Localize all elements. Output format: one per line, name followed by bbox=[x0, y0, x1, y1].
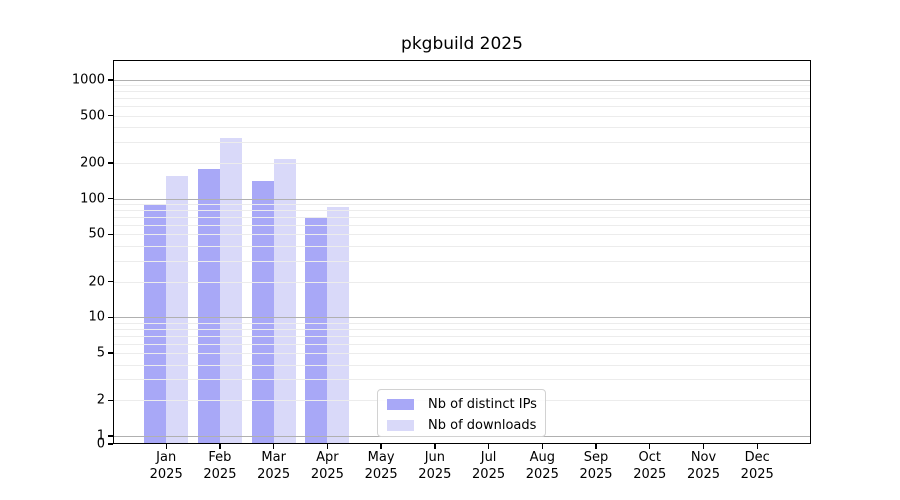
y-tick-mark bbox=[108, 316, 113, 318]
x-tick-mark bbox=[326, 444, 329, 449]
x-tick-label: Aug 2025 bbox=[525, 450, 559, 482]
minor-gridline bbox=[113, 210, 811, 212]
x-tick-mark bbox=[649, 444, 651, 449]
bar-nb-of-downloads-jan bbox=[166, 176, 189, 444]
minor-gridline bbox=[113, 364, 811, 366]
x-tick-label: Mar 2025 bbox=[257, 450, 291, 482]
y-tick-mark bbox=[108, 280, 113, 283]
y-tick-mark bbox=[108, 197, 113, 200]
x-tick-label: Oct 2025 bbox=[633, 450, 667, 482]
minor-gridline bbox=[113, 106, 811, 108]
minor-gridline bbox=[113, 141, 811, 143]
x-tick-mark bbox=[487, 444, 490, 449]
major-gridline bbox=[113, 317, 811, 319]
minor-gridline bbox=[113, 379, 811, 381]
x-tick-mark bbox=[756, 444, 758, 449]
y-tick-mark bbox=[108, 399, 113, 401]
x-tick-mark bbox=[272, 444, 275, 449]
minor-gridline bbox=[113, 234, 811, 236]
x-tick-label: Feb 2025 bbox=[203, 450, 237, 482]
minor-gridline bbox=[113, 343, 811, 345]
major-gridline bbox=[113, 79, 811, 81]
y-tick-label: 500 bbox=[80, 108, 105, 124]
x-tick-label: Sep 2025 bbox=[579, 450, 613, 482]
x-tick-mark bbox=[541, 444, 543, 449]
minor-gridline bbox=[113, 127, 811, 129]
minor-gridline bbox=[113, 335, 811, 337]
y-tick-label: 0 bbox=[96, 436, 105, 452]
y-tick-mark bbox=[108, 443, 113, 445]
bar-nb-of-distinct-ips-jan bbox=[144, 204, 167, 444]
y-tick-label: 50 bbox=[88, 226, 105, 242]
legend-label: Nb of distinct IPs bbox=[428, 397, 537, 412]
minor-gridline bbox=[113, 281, 811, 283]
x-tick-mark bbox=[219, 444, 221, 449]
y-tick-label: 5 bbox=[96, 345, 105, 361]
x-tick-mark bbox=[380, 444, 382, 449]
y-tick-mark bbox=[108, 435, 113, 437]
y-tick-label: 200 bbox=[80, 155, 105, 171]
x-tick-mark bbox=[434, 444, 436, 449]
legend-label: Nb of downloads bbox=[428, 418, 537, 433]
y-tick-mark bbox=[108, 233, 113, 236]
minor-gridline bbox=[113, 204, 811, 206]
y-tick-label: 2 bbox=[96, 392, 105, 408]
chart-title: pkgbuild 2025 bbox=[401, 34, 523, 54]
bar-nb-of-distinct-ips-apr bbox=[305, 218, 328, 444]
bar-nb-of-downloads-apr bbox=[327, 206, 350, 444]
x-tick-mark bbox=[702, 444, 705, 449]
x-tick-label: Dec 2025 bbox=[740, 450, 774, 482]
bar-nb-of-downloads-feb bbox=[219, 137, 242, 444]
x-tick-mark bbox=[595, 444, 597, 449]
minor-gridline bbox=[113, 353, 811, 355]
y-tick-label: 10 bbox=[88, 309, 105, 325]
minor-gridline bbox=[113, 98, 811, 100]
legend-swatch-distinct-ips bbox=[387, 399, 414, 410]
plot-area bbox=[113, 60, 811, 444]
minor-gridline bbox=[113, 85, 811, 87]
minor-gridline bbox=[113, 162, 811, 164]
x-tick-label: Jul 2025 bbox=[472, 450, 506, 482]
x-tick-mark bbox=[165, 444, 167, 449]
major-gridline bbox=[113, 198, 811, 200]
y-tick-mark bbox=[108, 352, 113, 354]
y-tick-label: 100 bbox=[80, 191, 105, 207]
minor-gridline bbox=[113, 224, 811, 226]
legend-item-distinct-ips: Nb of distinct IPs bbox=[378, 395, 545, 414]
legend-item-downloads: Nb of downloads bbox=[378, 416, 545, 435]
y-tick-mark bbox=[108, 114, 113, 117]
x-tick-label: Nov 2025 bbox=[686, 450, 721, 482]
x-tick-label: Jan 2025 bbox=[149, 450, 183, 482]
bar-nb-of-distinct-ips-feb bbox=[197, 168, 220, 444]
y-tick-label: 20 bbox=[88, 274, 105, 290]
y-tick-label: 1000 bbox=[71, 72, 105, 88]
legend-swatch-downloads bbox=[387, 420, 414, 431]
x-tick-label: Jun 2025 bbox=[418, 450, 452, 482]
x-tick-label: May 2025 bbox=[364, 450, 398, 482]
legend: Nb of distinct IPs Nb of downloads bbox=[377, 389, 546, 437]
bar-nb-of-distinct-ips-mar bbox=[251, 181, 274, 444]
x-tick-label: Apr 2025 bbox=[310, 450, 344, 482]
bar-nb-of-downloads-mar bbox=[273, 159, 296, 444]
minor-gridline bbox=[113, 91, 811, 93]
y-tick-mark bbox=[108, 162, 113, 164]
minor-gridline bbox=[113, 245, 811, 247]
y-tick-mark bbox=[108, 79, 113, 81]
y-tick-label: 1 bbox=[96, 428, 105, 444]
minor-gridline bbox=[113, 260, 811, 262]
minor-gridline bbox=[113, 115, 811, 117]
minor-gridline bbox=[113, 322, 811, 324]
minor-gridline bbox=[113, 216, 811, 218]
minor-gridline bbox=[113, 328, 811, 330]
